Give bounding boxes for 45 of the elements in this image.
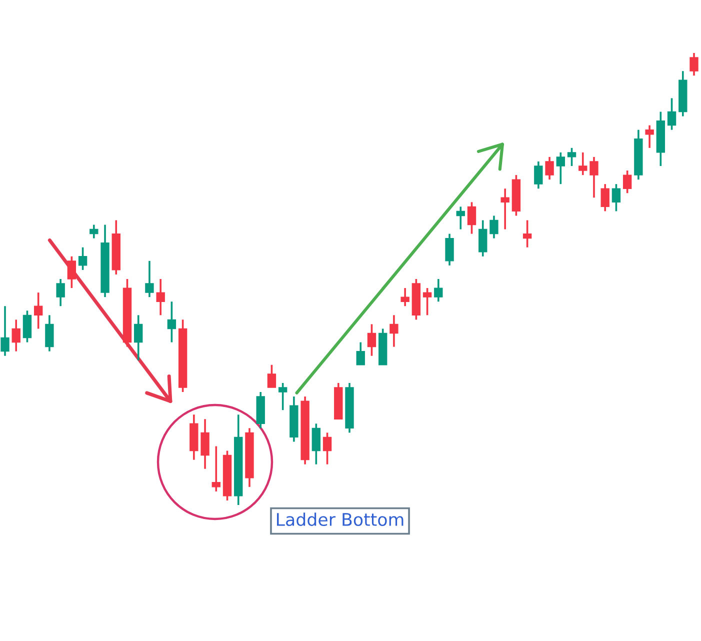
- candlestick: [56, 278, 65, 308]
- candlestick: [322, 432, 332, 466]
- candlestick: [200, 418, 210, 470]
- candlestick: [0, 305, 10, 357]
- candlestick: [356, 341, 365, 366]
- candlestick: [45, 314, 54, 352]
- candlestick: [390, 314, 398, 348]
- candlestick: [434, 278, 443, 303]
- candlestick: [134, 314, 143, 362]
- candlestick: [34, 292, 43, 330]
- candlestick: [456, 206, 465, 230]
- candlestick: [156, 278, 165, 316]
- candlestick: [645, 124, 654, 149]
- candlestick: [267, 364, 276, 388]
- candlestick: [690, 52, 698, 77]
- candlestick: [490, 214, 498, 240]
- candlestick: [622, 170, 632, 194]
- candlestick: [445, 232, 454, 266]
- candlestick: [612, 183, 621, 212]
- candlestick: [367, 323, 376, 357]
- candlestick: [467, 201, 476, 235]
- candlestick: [167, 300, 176, 344]
- candlestick: [590, 156, 598, 199]
- candlestick: [556, 152, 565, 185]
- candlestick: [478, 219, 488, 258]
- candlestick: [78, 246, 88, 271]
- candlestick: [400, 287, 410, 308]
- candlestick: [578, 152, 588, 176]
- candlestick: [500, 188, 510, 230]
- candlestick: [212, 445, 220, 492]
- candlestick: [522, 219, 532, 248]
- candlestick: [534, 160, 543, 190]
- candlestick: [312, 422, 321, 466]
- candlestick: [667, 97, 676, 131]
- candlestick: [422, 287, 432, 316]
- candlestick: [22, 310, 32, 344]
- candlestick: [145, 260, 154, 298]
- candlestick: [90, 224, 98, 240]
- candlestick: [600, 183, 610, 212]
- candlestick: [278, 382, 288, 411]
- candlestick: [12, 318, 20, 352]
- candlestick: [545, 156, 554, 180]
- text: Ladder Bottom: [277, 512, 404, 526]
- candlestick: [67, 255, 76, 289]
- candlestick: [567, 147, 576, 167]
